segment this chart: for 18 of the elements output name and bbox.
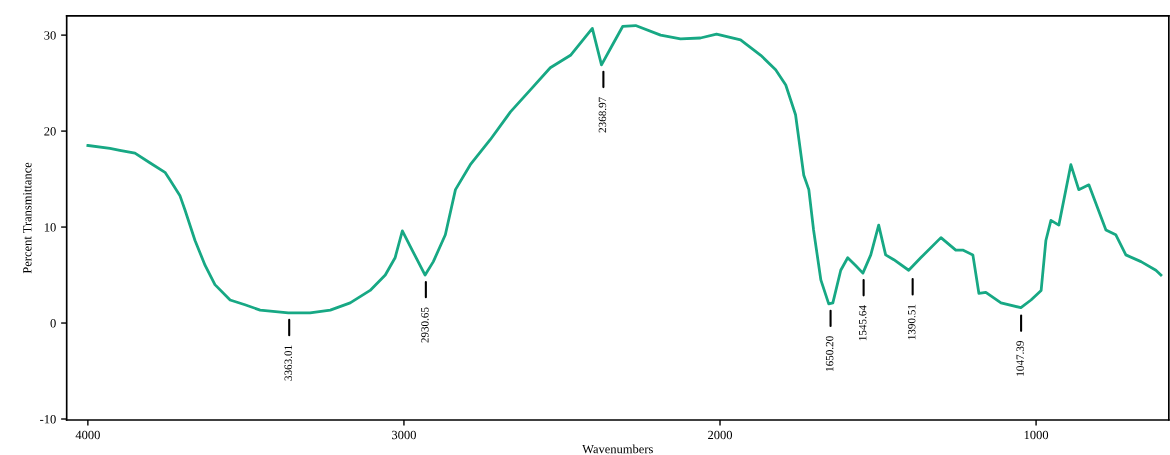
- x-tick-label: 4000: [75, 430, 100, 440]
- x-axis-title: Wavenumbers: [582, 444, 653, 454]
- annotation: 1047.39: [1016, 341, 1024, 376]
- annotation: 1390.51: [907, 304, 916, 340]
- x-tick-label: 2000: [708, 430, 733, 440]
- x-tick-label: 1000: [1024, 430, 1049, 440]
- annotation: 3363.01: [284, 345, 293, 381]
- annotation: 1545.64: [858, 305, 867, 341]
- annotation: 2368.97: [598, 97, 607, 133]
- x-tick-label: 3000: [392, 430, 416, 440]
- y-tick-label: 20: [44, 127, 56, 136]
- annotation: 1650.20: [825, 336, 834, 371]
- annotation: 2930.65: [421, 307, 429, 343]
- y-tick-label: -10: [40, 415, 56, 424]
- y-tick-label: 30: [44, 31, 56, 40]
- y-axis-title: Percent Transmittance: [23, 162, 32, 274]
- y-tick-label: 10: [44, 223, 56, 232]
- y-tick-label: 0: [50, 319, 56, 328]
